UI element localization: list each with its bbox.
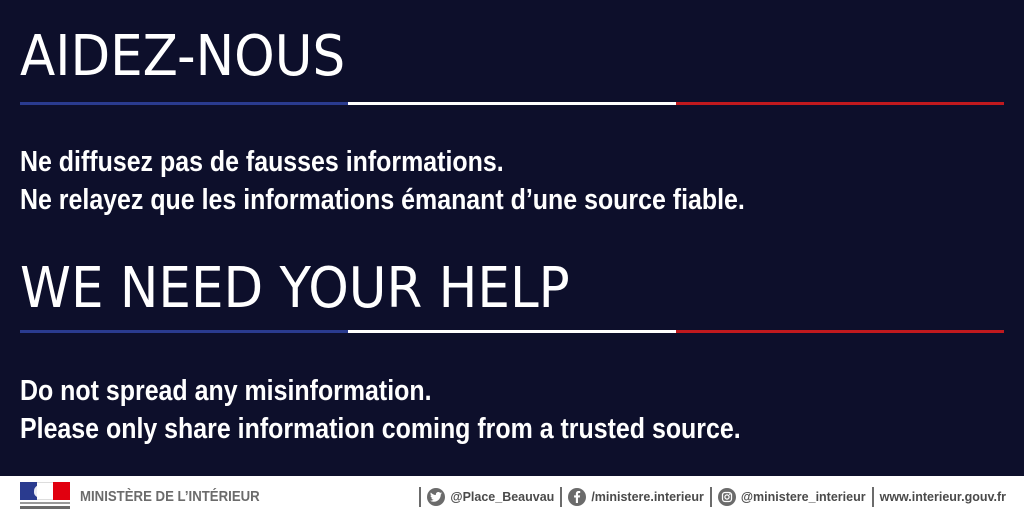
divider-red	[676, 330, 1004, 333]
divider	[560, 487, 563, 507]
tricolor-divider	[20, 330, 1004, 333]
footer-bar: MINISTÈRE DE L’INTÉRIEUR @Place_Beauvau …	[0, 476, 1024, 517]
divider	[419, 487, 422, 507]
english-message: Do not spread any misinformation. Please…	[20, 372, 741, 448]
marianne-icon	[34, 484, 52, 498]
twitter-icon[interactable]	[427, 488, 446, 506]
facebook-icon[interactable]	[568, 488, 587, 506]
english-line-1: Do not spread any misinformation.	[20, 375, 432, 407]
divider-blue	[20, 102, 348, 105]
french-title: AIDEZ-NOUS	[20, 24, 346, 89]
divider-white	[348, 330, 676, 333]
website-link[interactable]: www.interieur.gouv.fr	[879, 490, 1006, 504]
divider-white	[348, 102, 676, 105]
twitter-handle[interactable]: @Place_Beauvau	[450, 490, 555, 504]
social-links: @Place_Beauvau /ministere.interieur @min…	[413, 486, 1006, 508]
tricolor-divider	[20, 102, 1004, 105]
divider	[871, 487, 874, 507]
divider-red	[676, 102, 1004, 105]
ministry-name: MINISTÈRE DE L’INTÉRIEUR	[80, 488, 260, 505]
french-line-2: Ne relayez que les informations émanant …	[20, 184, 745, 216]
instagram-handle[interactable]: @ministere_interieur	[740, 490, 866, 504]
french-line-1: Ne diffusez pas de fausses informations.	[20, 146, 504, 178]
instagram-icon[interactable]	[717, 488, 736, 506]
divider	[709, 487, 712, 507]
french-message: Ne diffusez pas de fausses informations.…	[20, 143, 745, 219]
english-line-2: Please only share information coming fro…	[20, 413, 741, 445]
facebook-handle[interactable]: /ministere.interieur	[591, 490, 704, 504]
marianne-logo	[20, 482, 71, 512]
divider-blue	[20, 330, 348, 333]
english-title: WE NEED YOUR HELP	[20, 256, 570, 321]
